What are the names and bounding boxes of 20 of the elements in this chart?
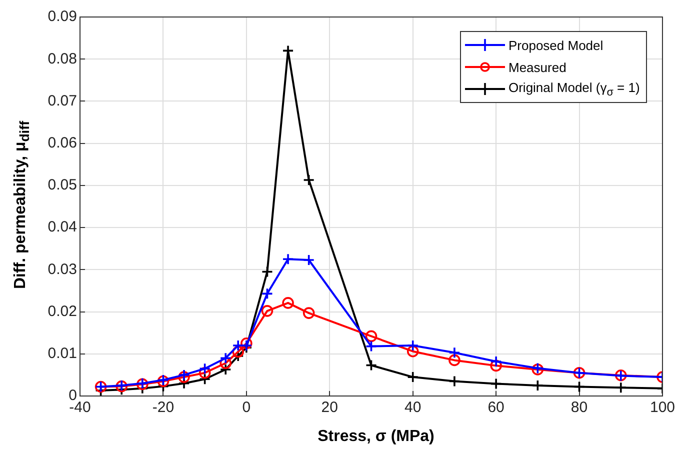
y-tick-label: 0.05	[48, 176, 77, 194]
x-tick-label: 0	[242, 399, 251, 416]
y-tick-label: 0.09	[48, 8, 77, 26]
x-tick-label: -20	[152, 399, 174, 416]
x-tick-label: 100	[650, 399, 675, 416]
legend-label: Measured	[508, 60, 566, 74]
y-tick-label: 0.03	[48, 260, 77, 278]
y-tick-label: 0.06	[48, 134, 77, 152]
x-axis-title: Stress, σ (MPa)	[316, 428, 436, 446]
legend-label: Original Model (γ$_{σ}$ = 1)	[508, 80, 640, 98]
y-tick-label: 0.04	[48, 218, 77, 236]
legend-label: Proposed Model	[508, 38, 604, 52]
y-tick-label: 0.02	[48, 302, 77, 320]
y-tick-label: 0.01	[48, 345, 77, 362]
x-tick-label: 60	[488, 399, 504, 416]
y-tick-label: 0.07	[48, 92, 77, 110]
y-tick-label: 0.08	[48, 50, 77, 68]
x-tick-label: 40	[404, 399, 422, 416]
x-tick-label: 80	[570, 399, 588, 416]
x-tick-label: 20	[321, 399, 338, 416]
